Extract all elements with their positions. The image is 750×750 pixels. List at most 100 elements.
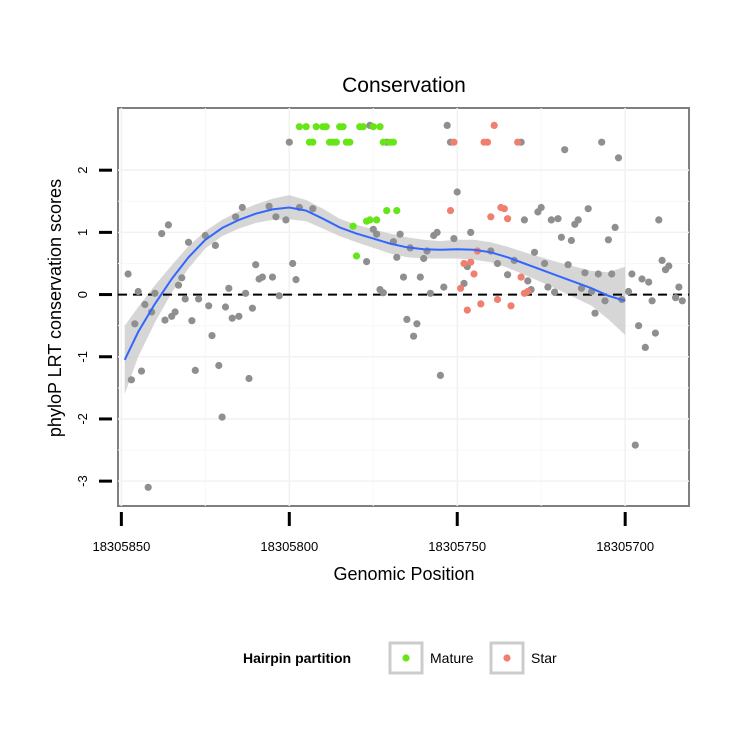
data-point-other [577, 284, 586, 292]
data-point-other [530, 248, 539, 256]
data-point-other [493, 259, 502, 268]
data-point-other [594, 270, 602, 278]
y-tick-label: 2 [75, 167, 90, 174]
data-point-other [127, 376, 135, 384]
data-point-other [604, 236, 613, 244]
smooth-trend-line [123, 206, 626, 361]
data-point-other [433, 228, 441, 236]
data-point-other [131, 320, 139, 328]
data-point-other [309, 205, 317, 213]
data-point-other [591, 309, 599, 317]
data-point-other [268, 273, 277, 281]
data-point-other [413, 320, 421, 328]
data-point-other [265, 202, 273, 210]
data-point-mature [295, 123, 303, 131]
data-point-mature [359, 123, 367, 131]
data-point-other [450, 235, 458, 243]
data-point-other [581, 269, 589, 277]
data-point-other [631, 441, 639, 449]
smooth-line-layer [123, 206, 626, 361]
data-point-other [373, 230, 381, 238]
data-point-other [665, 262, 673, 270]
x-axis: 18305850 18305800 18305750 18305700 [92, 512, 654, 554]
data-point-other [134, 287, 142, 296]
data-point-other [678, 297, 686, 305]
data-point-star [450, 138, 458, 146]
data-point-other [675, 283, 683, 291]
data-point-other [225, 284, 233, 292]
data-point-other [601, 297, 609, 305]
x-tick-label: 18305750 [428, 539, 486, 554]
data-point-other [195, 295, 203, 303]
data-point-mature [349, 222, 357, 230]
data-point-other [399, 273, 408, 281]
data-point-star [457, 284, 465, 292]
data-point-other [289, 259, 297, 268]
data-point-other [396, 230, 404, 238]
legend-label-star: Star [531, 650, 557, 666]
data-point-star [514, 138, 522, 146]
data-point-other [574, 216, 582, 224]
data-point-other [171, 308, 179, 316]
data-point-other [641, 343, 649, 351]
data-point-other [655, 216, 663, 224]
data-point-mature [346, 138, 354, 146]
data-point-other [178, 274, 186, 282]
data-point-other [551, 288, 559, 296]
data-point-star [477, 300, 485, 308]
data-point-mature [373, 216, 381, 224]
data-point-other [124, 270, 132, 278]
data-point-other [238, 203, 246, 212]
data-point-other [520, 216, 529, 224]
legend-key-star-dot [503, 654, 511, 662]
data-point-other [624, 287, 633, 296]
data-point-star [507, 302, 515, 310]
data-point-other [420, 254, 428, 263]
data-point-mature [393, 207, 401, 215]
data-point-other [611, 223, 619, 231]
data-point-other [524, 277, 532, 285]
legend: Hairpin partition Mature Star [243, 641, 557, 675]
x-tick-label: 18305700 [596, 539, 654, 554]
data-point-mature [383, 207, 391, 215]
data-point-other [158, 230, 166, 238]
data-point-star [470, 270, 478, 278]
data-point-other [393, 253, 401, 261]
data-point-star [524, 287, 532, 296]
data-point-other [363, 258, 371, 266]
data-point-other [598, 138, 606, 146]
data-point-other [245, 374, 253, 383]
data-point-other [628, 270, 636, 278]
data-point-other [151, 289, 159, 297]
chart-title: Conservation [342, 74, 466, 97]
data-point-other [584, 205, 592, 213]
x-tick-label: 18305800 [260, 539, 318, 554]
data-point-other [561, 146, 569, 154]
data-point-star [504, 215, 512, 223]
data-point-star [500, 205, 508, 213]
data-point-mature [312, 123, 320, 131]
data-point-other [218, 413, 226, 421]
legend-label-mature: Mature [430, 650, 474, 666]
data-point-other [235, 312, 243, 320]
data-point-other [228, 314, 236, 322]
data-point-other [215, 361, 223, 370]
data-point-other [436, 371, 444, 379]
data-point-star [463, 306, 471, 314]
data-point-other [208, 332, 216, 340]
data-point-other [645, 278, 653, 286]
data-point-other [564, 261, 572, 269]
data-point-star [446, 207, 455, 215]
data-point-other [608, 270, 616, 278]
confidence-ribbon-layer [124, 195, 626, 395]
data-point-other [211, 241, 219, 249]
data-point-star [487, 213, 495, 221]
data-point-other [453, 188, 461, 196]
x-tick-label: 18305850 [92, 539, 150, 554]
data-point-other [443, 121, 451, 129]
data-point-other [544, 283, 552, 291]
data-point-mature [376, 123, 384, 131]
data-point-other [252, 261, 260, 269]
data-point-other [635, 322, 643, 330]
